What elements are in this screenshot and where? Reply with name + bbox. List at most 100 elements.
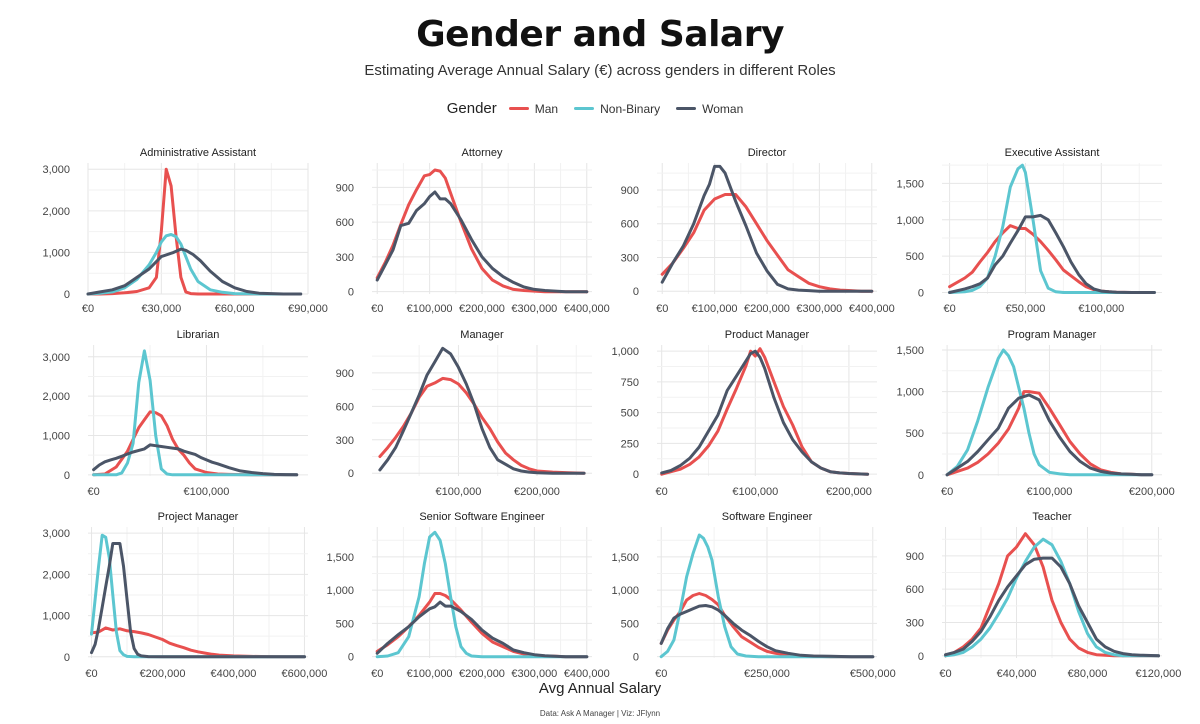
x-tick-label: €400,000 xyxy=(564,668,610,680)
series-line-woman xyxy=(86,247,303,296)
x-tick-label: €0 xyxy=(371,668,383,680)
x-tick-label: €0 xyxy=(82,303,94,315)
x-tick-label: €120,000 xyxy=(1136,668,1182,680)
x-tick-label: €100,000 xyxy=(407,668,453,680)
y-tick-label: 0 xyxy=(64,289,70,301)
y-tick-label: 3,000 xyxy=(42,528,70,540)
legend-label-non-binary: Non-Binary xyxy=(600,101,661,116)
x-tick-label: €90,000 xyxy=(288,303,328,315)
y-tick-label: 2,000 xyxy=(42,206,70,218)
y-tick-label: 0 xyxy=(64,470,70,482)
y-tick-label: 250 xyxy=(621,438,639,450)
panel-title: Teacher xyxy=(1032,511,1071,523)
series-line-woman xyxy=(375,190,589,294)
legend-swatch-non-binary xyxy=(574,107,595,110)
legend: Gender Man Non-Binary Woman xyxy=(0,100,1200,117)
panel-project-manager: Project Manager 0 1,000 2,000 3,000 €0 €200,00… xyxy=(42,511,327,680)
y-tick-label: 900 xyxy=(336,368,354,380)
panel-director: Director 0 300 600 900 €0 €100,000 €200,000 €300… xyxy=(621,147,895,315)
panel-title: Director xyxy=(748,147,787,159)
panel-product-manager: Product Manager 0 250 500 750 1,000 €0 €100,000… xyxy=(611,329,877,498)
chart-subtitle: Estimating Average Annual Salary (€) acr… xyxy=(364,62,836,79)
panel-title: Software Engineer xyxy=(722,511,813,523)
series-line-woman xyxy=(945,393,1154,477)
y-tick-label: 1,500 xyxy=(326,552,354,564)
y-tick-label: 500 xyxy=(621,618,639,630)
y-tick-label: 1,500 xyxy=(611,552,639,564)
y-tick-label: 300 xyxy=(336,252,354,264)
x-tick-label: €200,000 xyxy=(826,486,872,498)
y-tick-label: 0 xyxy=(633,286,639,298)
legend-label-woman: Woman xyxy=(702,101,744,116)
y-tick-label: 1,000 xyxy=(42,611,70,623)
y-tick-label: 0 xyxy=(348,652,354,664)
y-tick-label: 300 xyxy=(621,252,639,264)
y-tick-label: 1,000 xyxy=(42,430,70,442)
x-tick-label: €300,000 xyxy=(511,303,557,315)
panel-title: Program Manager xyxy=(1008,329,1097,341)
y-tick-label: 300 xyxy=(336,435,354,447)
x-tick-label: €100,000 xyxy=(1026,486,1072,498)
panel-title: Librarian xyxy=(177,329,220,341)
panel-title: Attorney xyxy=(462,147,503,159)
y-tick-label: 600 xyxy=(906,584,924,596)
y-tick-label: 1,500 xyxy=(896,345,924,357)
y-tick-label: 3,000 xyxy=(42,352,70,364)
y-tick-label: 1,000 xyxy=(42,247,70,259)
legend-item-man: Man xyxy=(508,101,559,116)
series-line-woman xyxy=(378,346,586,475)
legend-label-man: Man xyxy=(534,101,559,116)
y-tick-label: 500 xyxy=(906,428,924,440)
series-line-man xyxy=(92,410,299,477)
panel-librarian: Librarian 0 1,000 2,000 3,000 €0 €100,000 xyxy=(42,329,308,498)
x-tick-label: €400,000 xyxy=(849,303,895,315)
series-line-woman xyxy=(375,600,589,659)
x-tick-label: €200,000 xyxy=(744,303,790,315)
panel-title: Manager xyxy=(460,329,504,341)
series-line-non-binary xyxy=(944,537,1160,658)
y-tick-label: 0 xyxy=(918,651,924,663)
y-tick-label: 1,000 xyxy=(611,585,639,597)
panel-title: Product Manager xyxy=(725,329,810,341)
y-tick-label: 500 xyxy=(906,251,924,263)
series-line-woman xyxy=(660,164,874,293)
panel-software-engineer: Software Engineer 0 500 1,000 1,500 €0 €250,00… xyxy=(611,511,895,680)
x-tick-label: €100,000 xyxy=(407,303,453,315)
panel-title: Administrative Assistant xyxy=(140,147,256,159)
x-axis-title: Avg Annual Salary xyxy=(538,680,662,697)
x-tick-label: €0 xyxy=(88,486,100,498)
legend-swatch-woman xyxy=(676,107,697,110)
x-tick-label: €0 xyxy=(943,303,955,315)
legend-item-non-binary: Non-Binary xyxy=(574,102,660,116)
x-tick-label: €50,000 xyxy=(1006,303,1046,315)
series-line-woman xyxy=(948,213,1156,294)
x-tick-label: €500,000 xyxy=(850,668,896,680)
panel-attorney: Attorney 0 300 600 900 €0 €100,000 €200,000 €300… xyxy=(336,147,610,315)
x-tick-label: €30,000 xyxy=(141,303,181,315)
series-line-man xyxy=(944,532,1160,658)
x-tick-label: €0 xyxy=(371,303,383,315)
panel-title: Executive Assistant xyxy=(1005,147,1100,159)
x-tick-label: €0 xyxy=(656,486,668,498)
x-tick-label: €60,000 xyxy=(215,303,255,315)
y-tick-label: 500 xyxy=(336,618,354,630)
y-tick-label: 900 xyxy=(336,182,354,194)
legend-swatch-man xyxy=(508,107,529,110)
y-tick-label: 0 xyxy=(348,287,354,299)
y-tick-label: 900 xyxy=(906,551,924,563)
x-tick-label: €0 xyxy=(941,486,953,498)
x-tick-label: €0 xyxy=(85,668,97,680)
panel-manager: Manager 0 300 600 900 €100,000 €200,000 xyxy=(336,329,592,498)
y-tick-label: 1,000 xyxy=(896,387,924,399)
x-tick-label: €0 xyxy=(656,303,668,315)
legend-item-woman: Woman xyxy=(676,102,743,116)
panel-administrative-assistant: Administrative Assistant 0 1,000 2,000 3,000… xyxy=(42,147,327,315)
x-tick-label: €0 xyxy=(655,668,667,680)
y-tick-label: 2,000 xyxy=(42,569,70,581)
x-tick-label: €250,000 xyxy=(744,668,790,680)
series-line-non-binary xyxy=(86,233,303,296)
y-tick-label: 3,000 xyxy=(42,164,70,176)
x-tick-label: €200,000 xyxy=(140,668,186,680)
x-tick-label: €100,000 xyxy=(732,486,778,498)
